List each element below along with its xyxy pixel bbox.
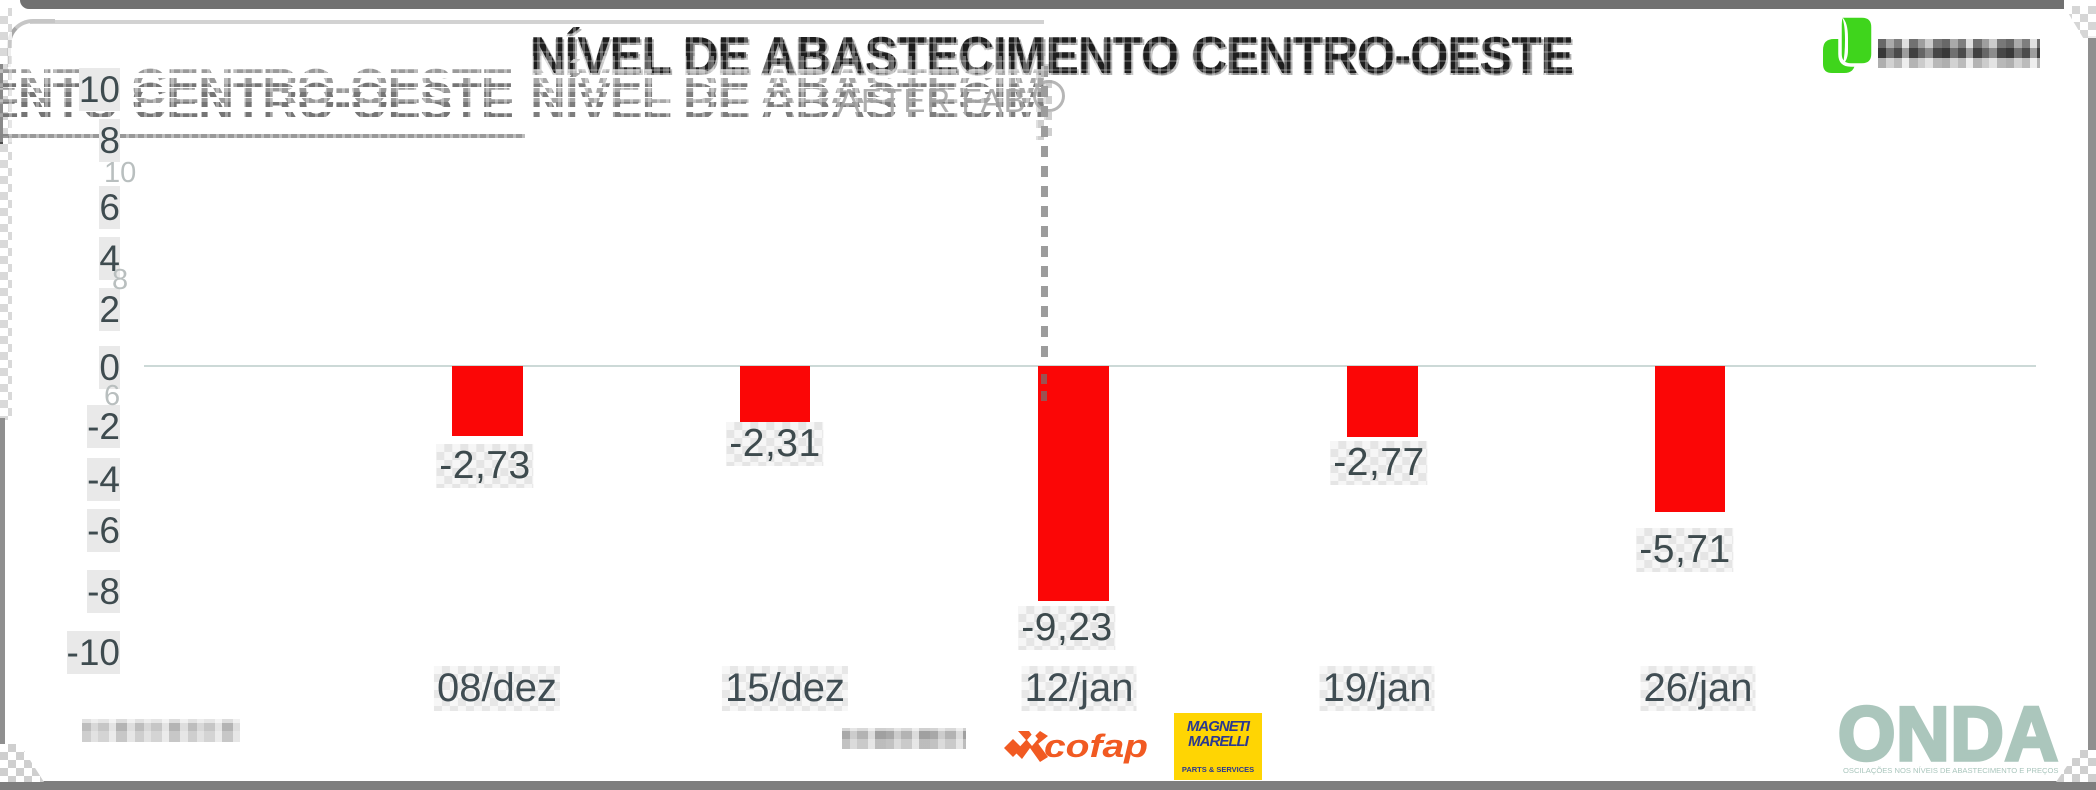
svg-text:cofap: cofap [1044, 728, 1148, 764]
